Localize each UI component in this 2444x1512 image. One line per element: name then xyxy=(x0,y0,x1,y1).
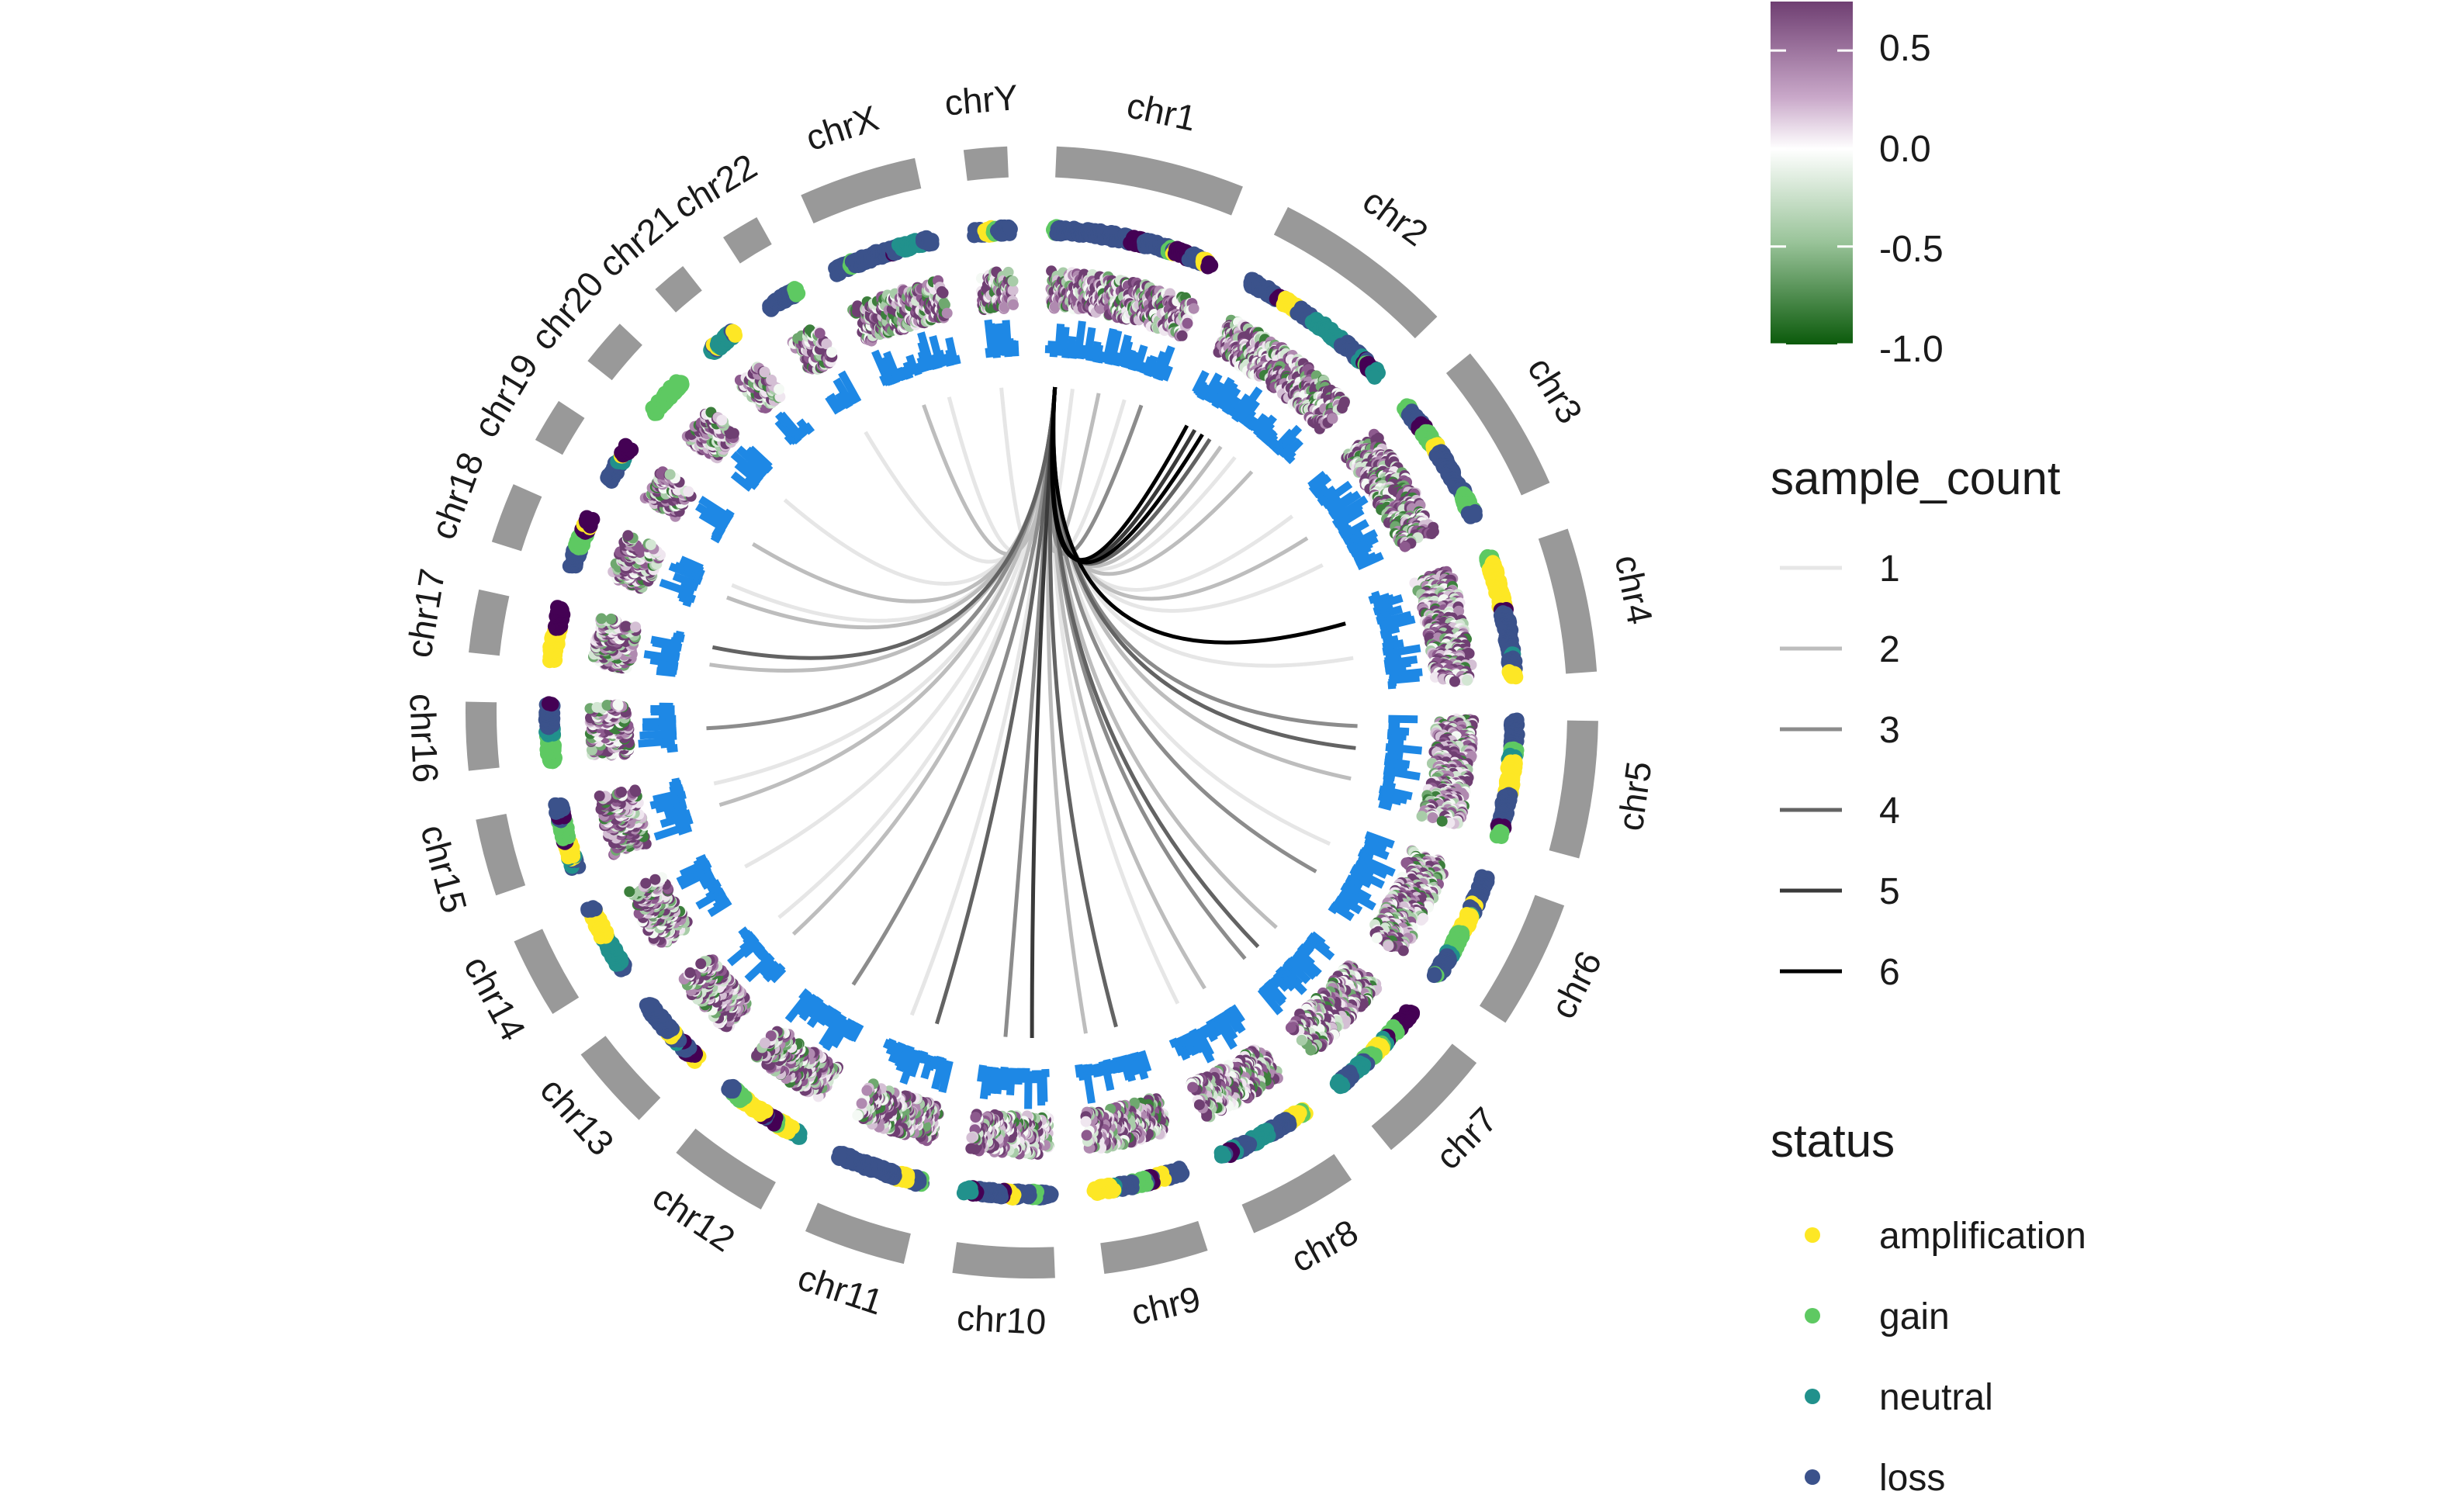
heatmap-point xyxy=(684,967,696,978)
heatmap-point xyxy=(1080,1116,1092,1127)
heatmap-point xyxy=(965,1143,977,1154)
link-chr11 xyxy=(935,386,1058,1025)
bar xyxy=(649,794,684,810)
heatmap-point xyxy=(1416,811,1428,822)
heatmap-point xyxy=(1327,413,1338,424)
heatmap-point xyxy=(966,1132,978,1144)
heatmap-point xyxy=(1426,528,1438,539)
heatmap-point xyxy=(852,1109,864,1121)
bar xyxy=(1284,453,1296,465)
heatmap-point xyxy=(640,877,652,889)
bar xyxy=(1010,340,1019,357)
bar xyxy=(1355,552,1384,570)
heatmap-point xyxy=(591,701,603,713)
bar xyxy=(1257,986,1283,1015)
bar xyxy=(1168,1037,1180,1049)
value-heatmap-track xyxy=(584,265,1480,1160)
bar xyxy=(747,445,773,470)
bar xyxy=(977,1064,987,1082)
heatmap-point xyxy=(1371,932,1383,944)
heatmap-point xyxy=(612,699,624,711)
heatmap-point xyxy=(1187,1081,1199,1093)
heatmap-point xyxy=(1462,674,1473,686)
link-chr4 xyxy=(1051,386,1354,668)
heatmap-point xyxy=(1436,815,1448,827)
link-chr4 xyxy=(1051,386,1346,645)
heatmap-point xyxy=(1285,1022,1296,1033)
heatmap-point xyxy=(1399,541,1411,552)
heatmap-point xyxy=(629,784,641,796)
heatmap-point xyxy=(970,1112,981,1123)
heatmap-point xyxy=(594,791,605,801)
heatmap-point xyxy=(1182,317,1193,329)
bar xyxy=(671,777,681,787)
bar xyxy=(1213,1017,1238,1050)
heatmap-point xyxy=(1081,1130,1092,1141)
heatmap-point xyxy=(1188,303,1199,314)
bar xyxy=(882,1038,894,1050)
bar xyxy=(738,926,750,939)
heatmap-point xyxy=(1176,330,1188,341)
bar xyxy=(802,422,815,435)
heatmap-point xyxy=(1449,676,1460,687)
heatmap-point xyxy=(1427,812,1438,824)
link-chr2 xyxy=(1050,386,1197,563)
bar xyxy=(838,370,862,404)
bar xyxy=(798,988,812,1002)
bar xyxy=(1075,1064,1085,1078)
bar xyxy=(1387,680,1397,690)
heatmap-point xyxy=(759,1037,770,1049)
heatmap-point xyxy=(615,787,627,798)
link-chr17 xyxy=(711,386,1058,660)
link-chr10 xyxy=(1030,386,1058,1039)
heatmap-point xyxy=(1305,1044,1317,1056)
bar xyxy=(1160,365,1173,382)
bar-track xyxy=(638,319,1423,1109)
link-track xyxy=(706,386,1358,1039)
bar xyxy=(679,555,704,573)
bar xyxy=(1328,903,1340,915)
bar xyxy=(722,508,735,521)
heatmap-point xyxy=(856,1098,867,1109)
heatmap-point xyxy=(861,1085,873,1096)
heatmap-point xyxy=(1296,1034,1307,1046)
heatmap-point xyxy=(1336,403,1348,414)
heatmap-point xyxy=(695,958,707,970)
bar xyxy=(951,355,961,365)
bar xyxy=(1378,800,1393,811)
heatmap-point xyxy=(1193,1099,1205,1111)
bar xyxy=(695,853,708,866)
heatmap-point xyxy=(649,874,661,885)
heatmap-point xyxy=(624,886,635,898)
heatmap-point xyxy=(1383,940,1394,952)
link-chr13 xyxy=(777,386,1058,919)
bar xyxy=(674,630,684,640)
